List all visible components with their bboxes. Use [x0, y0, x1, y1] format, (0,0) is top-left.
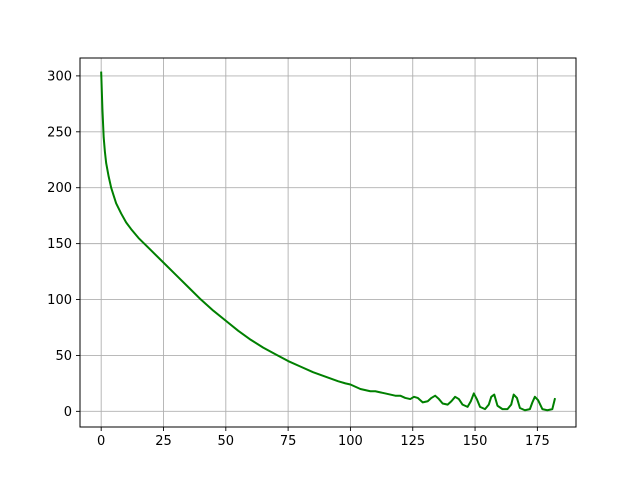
x-tick-label: 125 — [400, 434, 425, 449]
x-tick-label: 150 — [463, 434, 488, 449]
tick-layer: 0 25 50 75 100 125 150 175 0 50 100 150 200 250 300 — [47, 69, 550, 449]
y-tick-label: 200 — [47, 181, 72, 196]
x-tick-label: 0 — [97, 434, 105, 449]
y-tick-label: 300 — [47, 69, 72, 84]
grid-layer — [80, 58, 576, 427]
y-tick-label: 150 — [47, 237, 72, 252]
x-tick-label: 100 — [338, 434, 363, 449]
series-line — [100, 71, 557, 412]
y-tick-label: 0 — [64, 405, 72, 420]
x-tick-label: 50 — [218, 434, 235, 449]
plot-area-background — [80, 58, 576, 427]
x-tick-label: 25 — [155, 434, 172, 449]
y-tick-label: 250 — [47, 125, 72, 140]
y-tick-label: 50 — [55, 349, 72, 364]
x-tick-label: 75 — [280, 434, 297, 449]
series-layer — [100, 71, 557, 412]
y-tick-label: 100 — [47, 293, 72, 308]
x-tick-label: 175 — [525, 434, 550, 449]
axes-frame — [79, 57, 577, 428]
